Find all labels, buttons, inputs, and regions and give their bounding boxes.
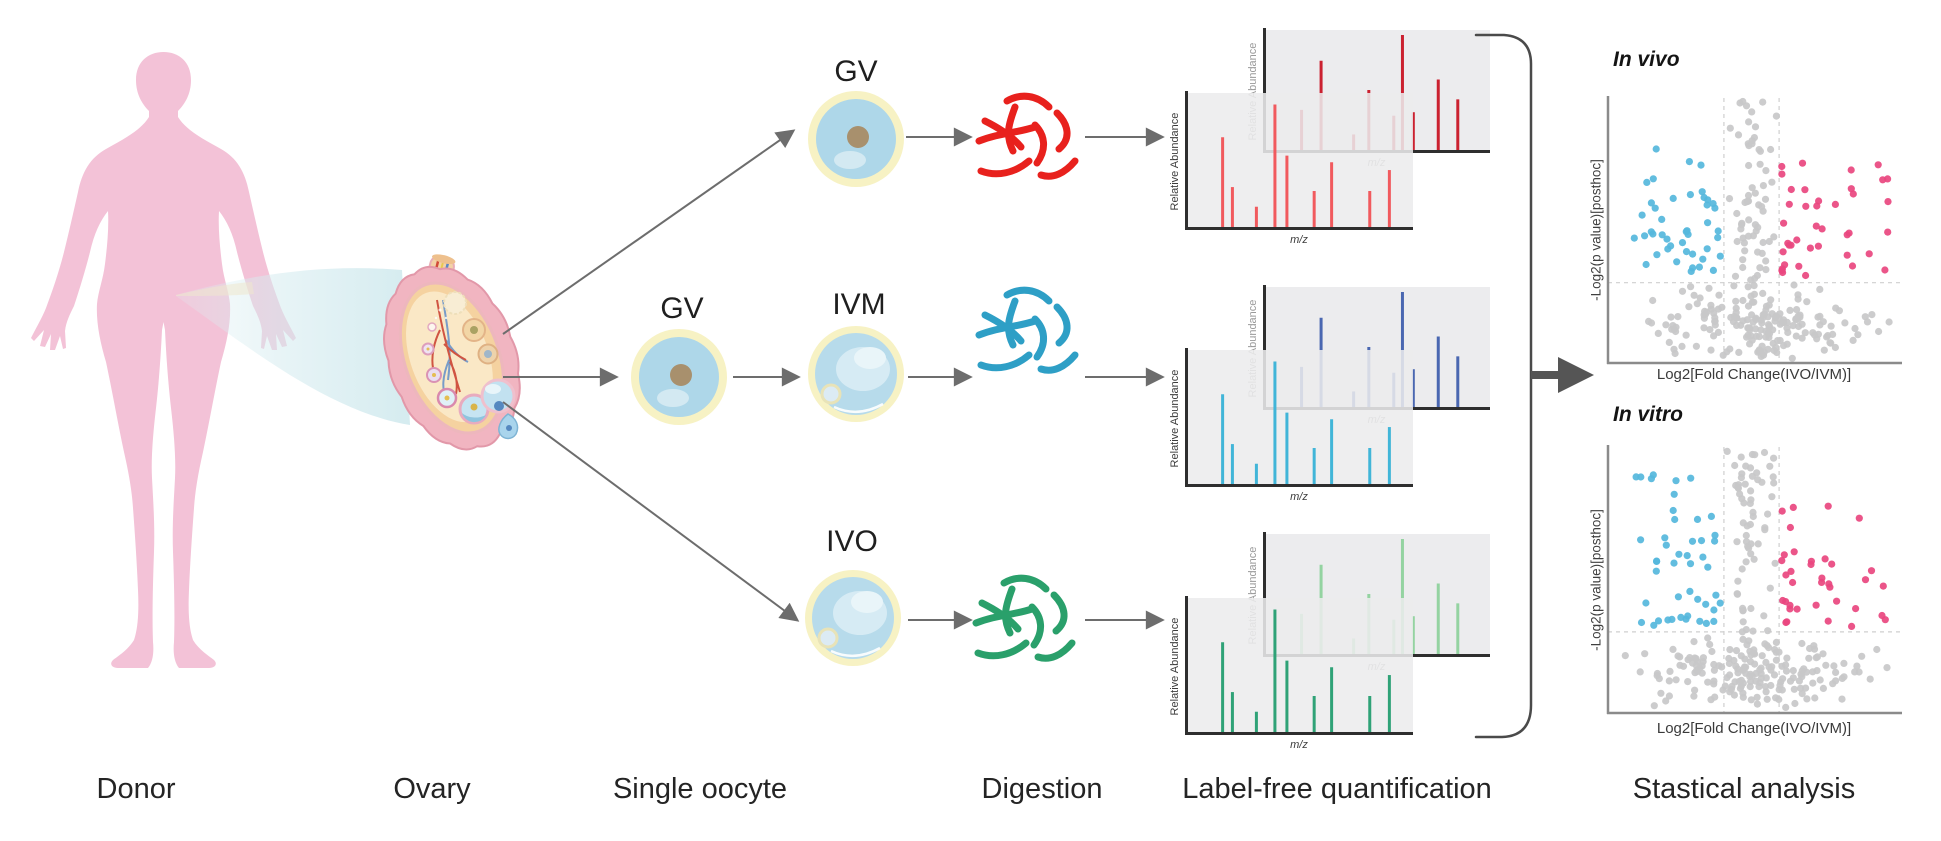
svg-text:m/z: m/z [1290,234,1308,246]
svg-text:m/z: m/z [1290,739,1308,751]
ms-spectra-charts: Relative Abundance m/z Relative Abundance m… [1169,28,1490,751]
arrow-ovary-to-ivo [502,401,800,622]
arrow-ovary-to-gv-top [502,129,796,335]
label-gv-top: GV [834,55,878,88]
big-arrow [1531,357,1594,393]
stage-label-donor: Donor [96,773,176,805]
germinal-vesicle-nucleus [847,126,869,148]
volcano-title-in-vitro: In vitro [1613,403,1684,426]
peptides-gv [975,92,1079,180]
peptides-ivm [975,286,1079,374]
volcano-xlabel-in-vivo: Log2[Fold Change(IVO/IVM)] [1656,366,1852,383]
polar-body [817,627,839,649]
label-gv-mid: GV [660,292,704,325]
grouping-bracket [1474,33,1594,739]
donor-silhouette [31,52,296,668]
svg-text:Relative Abundance: Relative Abundance [1169,113,1181,211]
stage-label-digestion: Digestion [981,773,1103,805]
svg-text:Relative Abundance: Relative Abundance [1169,370,1181,468]
volcano_in_vivo [1606,96,1902,365]
stage-label-ovary: Ovary [393,773,471,805]
peptides-ivo [972,574,1076,662]
stage-label-label-free-quantification: Label-free quantification [1182,773,1492,805]
polar-body [820,383,842,405]
volcano-ylabel-in-vitro: -Log2(p value)[posthoc] [1588,509,1604,651]
stage-label-single-oocyte: Single oocyte [612,773,788,805]
label-ivm: IVM [832,288,886,321]
volcano-plots [1606,96,1902,715]
oocyte-ivo [805,570,901,666]
oocyte-gv-top [808,91,904,187]
volcano_in_vitro [1606,445,1902,715]
flow-arrows [502,127,1165,630]
oocyte-ivm [808,326,904,422]
svg-text:m/z: m/z [1290,491,1308,503]
ovary-illustration [383,254,521,451]
svg-text:Relative Abundance: Relative Abundance [1169,618,1181,716]
stage-label-statistical-analysis: Stastical analysis [1632,773,1856,805]
germinal-vesicle-nucleus [670,364,692,386]
volcano-title-in-vivo: In vivo [1613,48,1680,71]
oocyte-gv-mid [631,329,727,425]
magnification-beam [176,268,410,425]
volcano-ylabel-in-vivo: -Log2(p value)[posthoc] [1588,159,1604,301]
volcano-xlabel-in-vitro: Log2[Fold Change(IVO/IVM)] [1656,720,1852,737]
label-ivo: IVO [826,525,878,558]
ovary-follicles [421,291,519,440]
